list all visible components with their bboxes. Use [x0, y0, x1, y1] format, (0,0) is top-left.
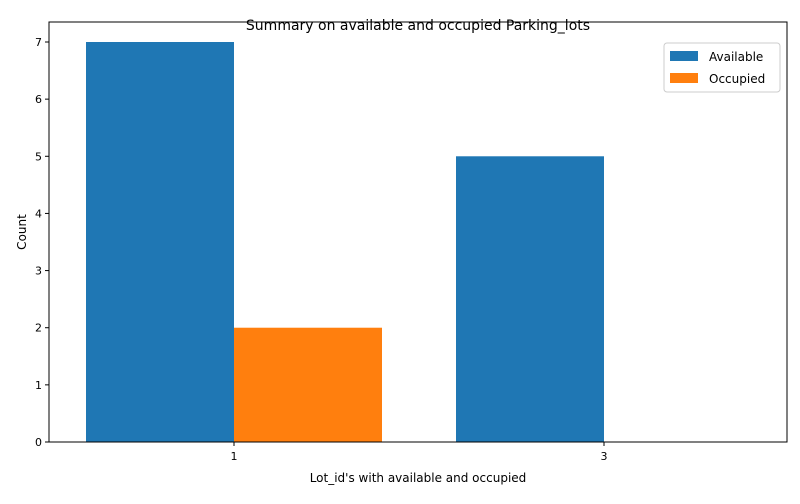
bar-available-lot-3	[456, 156, 604, 443]
y-tick-label-6: 6	[35, 93, 42, 106]
legend-label-available: Available	[709, 50, 763, 64]
plot-frame	[48, 21, 788, 443]
x-axis-label: Lot_id's with available and occupied	[310, 471, 527, 485]
y-tick-label-5: 5	[35, 150, 42, 163]
bar-occupied-lot-1	[234, 327, 382, 442]
y-axis: 0 1 2 3 4 5 6 7	[35, 36, 49, 449]
x-tick-label-1: 1	[231, 450, 238, 463]
legend-swatch-occupied	[670, 73, 698, 83]
x-tick-label-3: 3	[601, 450, 608, 463]
y-tick-label-0: 0	[35, 436, 42, 449]
bar-available-lot-1	[86, 42, 234, 442]
legend: Available Occupied	[663, 42, 781, 93]
y-tick-label-1: 1	[35, 379, 42, 392]
y-tick-label-7: 7	[35, 36, 42, 49]
y-axis-label: Count	[15, 214, 29, 250]
chart-title: Summary on available and occupied Parkin…	[246, 18, 590, 34]
bars-layer	[86, 42, 604, 443]
y-tick-label-3: 3	[35, 265, 42, 278]
y-tick-label-2: 2	[35, 322, 42, 335]
legend-swatch-available	[670, 51, 698, 61]
legend-label-occupied: Occupied	[709, 72, 765, 86]
y-tick-label-4: 4	[35, 207, 42, 220]
